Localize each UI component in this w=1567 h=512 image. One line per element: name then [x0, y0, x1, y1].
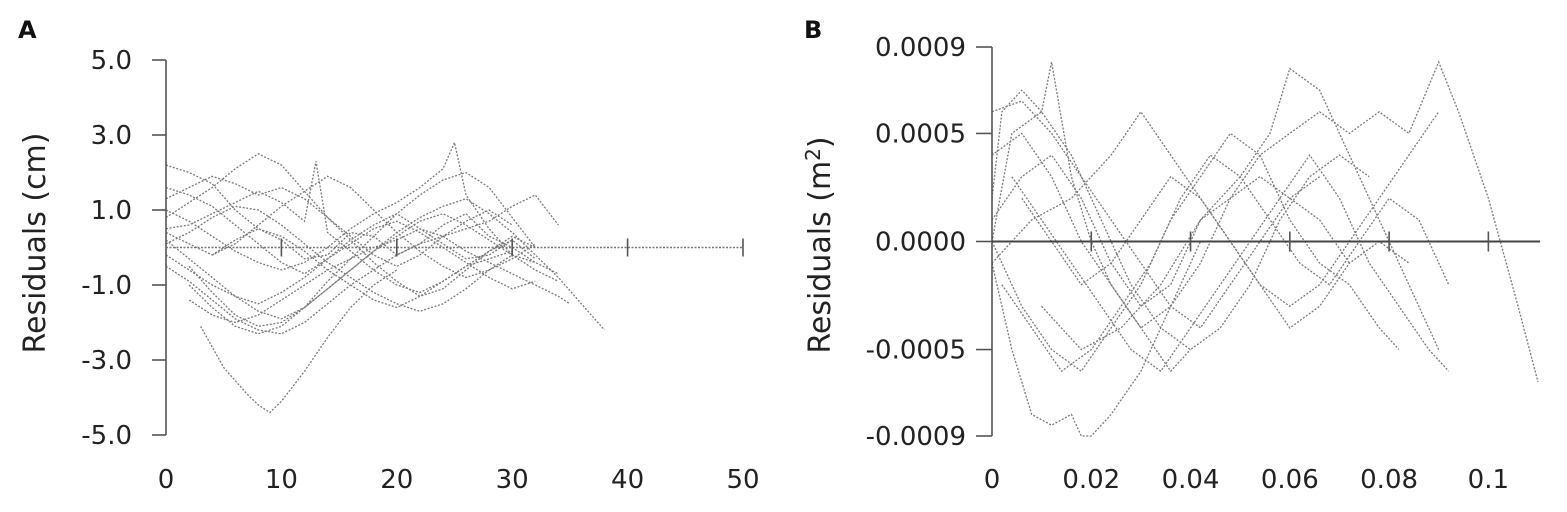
x-tick-label-a: 10 — [265, 465, 298, 495]
y-tick-label-a: 3.0 — [91, 121, 132, 151]
series-a-13 — [165, 175, 513, 268]
x-tick-label-b: 0.06 — [1261, 465, 1319, 495]
y-tick-label-a: 5.0 — [91, 46, 132, 76]
x-tick-label-a: 20 — [380, 465, 413, 495]
series-b-4 — [1041, 67, 1440, 351]
panel-letter-b: B — [804, 16, 822, 44]
series-a-6 — [165, 198, 605, 331]
y-tick-label-b: 0.0009 — [875, 33, 966, 63]
series-a-4 — [200, 269, 398, 414]
series-a-1 — [165, 164, 559, 275]
y-tick-label-a: -3.0 — [81, 346, 132, 376]
series-a-8 — [165, 220, 536, 305]
series-a-7 — [165, 161, 513, 294]
y-tick-label-b: 0.0005 — [875, 119, 966, 149]
series-a-14 — [165, 194, 559, 335]
x-tick-label-a: 40 — [611, 465, 644, 495]
series-b-9 — [1011, 153, 1450, 373]
series-a-15 — [211, 227, 513, 309]
y-axis-label-b-sup: 2 — [801, 148, 825, 161]
series-a-3 — [188, 213, 559, 327]
y-tick-label-b: -0.0005 — [866, 336, 966, 366]
panel-b: B Residuals (m2) 0.0009 0.0005 0.0000 -0.00… — [801, 16, 1540, 495]
x-tick-label-a: 50 — [726, 465, 759, 495]
series-a-2 — [165, 186, 536, 275]
series-b-8 — [991, 132, 1350, 329]
x-tick-label-b: 0.02 — [1062, 465, 1120, 495]
series-a-11 — [165, 205, 536, 312]
y-axis-label-b: Residuals (m2) — [801, 136, 838, 353]
series-a-12 — [188, 227, 571, 324]
series-b-10 — [991, 110, 1440, 308]
series-a-16 — [165, 175, 536, 279]
series-b-7 — [1001, 154, 1450, 373]
x-tick-label-b: 0 — [984, 465, 1001, 495]
y-tick-label-a: 1.0 — [91, 196, 132, 226]
x-tick-label-b: 0.04 — [1162, 465, 1220, 495]
series-b-5 — [991, 60, 1539, 383]
series-a-9 — [188, 171, 536, 335]
series-b-2 — [991, 241, 1202, 437]
y-tick-label-b: -0.0009 — [866, 422, 966, 452]
y-tick-label-a: -1.0 — [81, 271, 132, 301]
series-b-6 — [991, 110, 1370, 351]
y-tick-label-a: -5.0 — [81, 421, 132, 451]
series-group-b — [991, 60, 1539, 437]
x-tick-label-a: 0 — [158, 465, 175, 495]
series-a-5 — [165, 153, 536, 298]
axes-b: 0.0009 0.0005 0.0000 -0.0005 -0.0009 0 0.02 0.0… — [866, 33, 1540, 495]
y-axis-label-b-text: Residuals (m — [803, 161, 838, 354]
panel-a: A Residuals (cm) 5.0 3.0 1.0 -1.0 -3.0 -5.0 0 1… — [18, 16, 760, 495]
x-tick-label-b: 0.1 — [1468, 465, 1509, 495]
series-b-12 — [991, 100, 1320, 329]
panel-letter-a: A — [18, 16, 37, 44]
y-axis-label-b-close: ) — [803, 136, 838, 148]
series-b-11 — [1021, 175, 1410, 329]
axes-a: 5.0 3.0 1.0 -1.0 -3.0 -5.0 0 10 20 30 40 50 — [81, 46, 759, 495]
series-group-a — [165, 140, 605, 414]
x-tick-label-b: 0.08 — [1360, 465, 1418, 495]
y-axis-label-a: Residuals (cm) — [18, 133, 53, 354]
x-tick-label-a: 30 — [496, 465, 529, 495]
series-b-1 — [991, 61, 1191, 373]
y-tick-label-b: 0.0000 — [875, 228, 966, 258]
